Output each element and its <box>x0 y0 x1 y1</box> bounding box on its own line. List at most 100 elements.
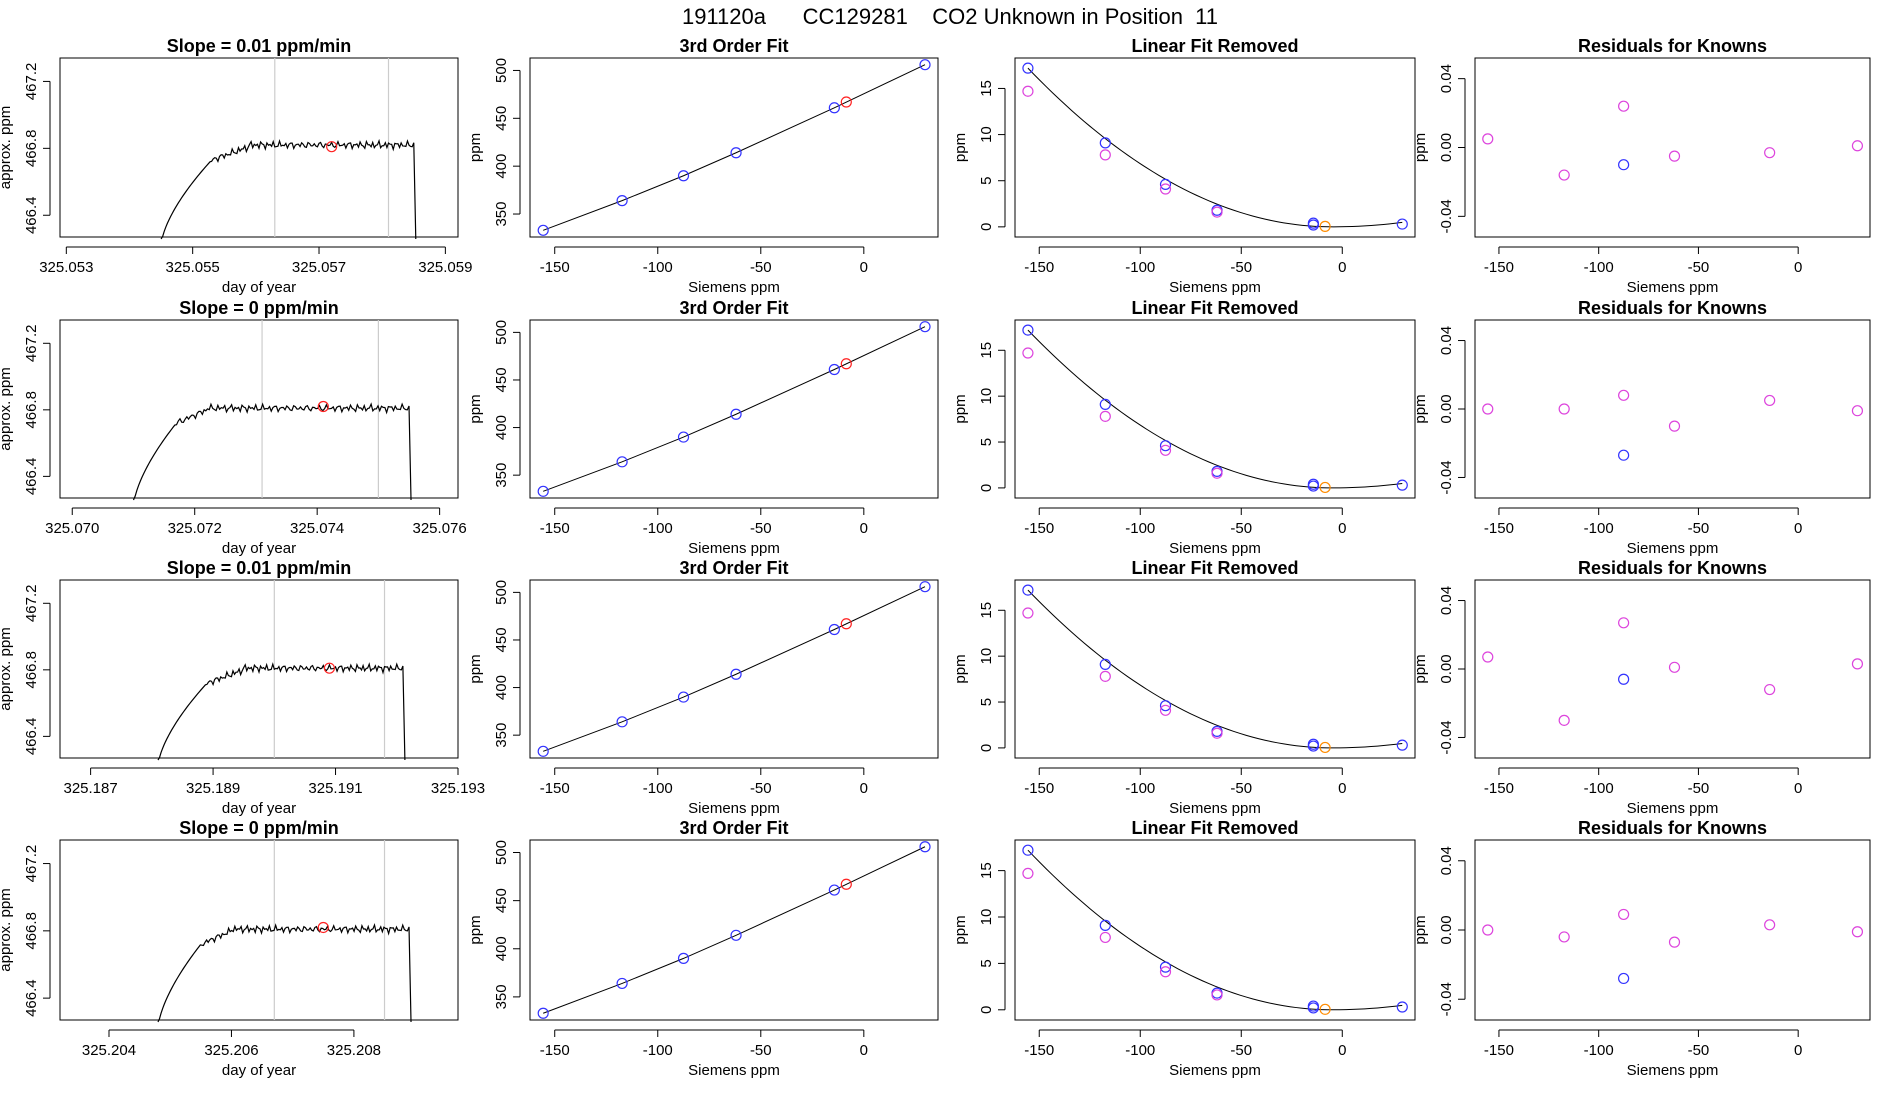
x-axis-label: day of year <box>222 800 296 817</box>
measured-point <box>1159 704 1172 716</box>
y-tick-label: 466.8 <box>23 912 40 950</box>
x-tick-label: 325.189 <box>186 780 240 797</box>
time-series-panel: Slope = 0.01 ppm/min 325.187 325.189 325.19… <box>0 558 485 817</box>
standard-point <box>537 1007 549 1019</box>
measured-point <box>1022 867 1034 880</box>
fit-curve <box>1027 67 1403 228</box>
residual-point <box>1618 908 1630 921</box>
y-tick-label: 467.2 <box>23 63 40 101</box>
standard-point <box>537 745 549 757</box>
x-tick-label: -100 <box>1125 1042 1155 1059</box>
panel-title: 3rd Order Fit <box>679 298 788 318</box>
standard-point <box>1159 961 1172 973</box>
standard-point <box>1396 218 1408 230</box>
y-tick-label: 15 <box>978 80 995 97</box>
residual-point <box>1618 389 1630 401</box>
y-tick-label: 0 <box>978 223 995 231</box>
panel-title: Slope = 0.01 ppm/min <box>167 558 352 578</box>
y-axis-label: approx. ppm <box>0 888 14 971</box>
standard-point <box>1022 584 1034 596</box>
y-tick-label: 500 <box>493 580 510 605</box>
y-tick-label: 0.00 <box>1438 654 1455 683</box>
x-tick-label: 325.055 <box>166 259 220 276</box>
standard-point <box>828 363 840 376</box>
standard-point <box>1099 919 1111 931</box>
standard-point <box>677 431 690 443</box>
y-tick-label: 466.4 <box>23 979 40 1017</box>
figure-title: 191120a CC129281 CO2 Unknown in Position… <box>681 4 1219 29</box>
x-tick-label: 0 <box>1794 1042 1802 1059</box>
x-tick-label: -50 <box>750 1042 772 1059</box>
residual-point <box>1764 919 1776 931</box>
x-tick-label: -100 <box>1584 780 1614 797</box>
panel-title: Slope = 0.01 ppm/min <box>167 36 352 56</box>
y-axis-label: ppm <box>467 915 484 944</box>
measured-point <box>1211 727 1223 739</box>
y-tick-label: 400 <box>493 154 510 179</box>
residual-point-blue <box>1618 449 1630 461</box>
y-tick-label: 10 <box>978 648 995 665</box>
measured-point <box>1211 206 1223 218</box>
panel-title: Linear Fit Removed <box>1131 558 1298 578</box>
y-tick-label: 10 <box>978 126 995 143</box>
y-axis-label: ppm <box>467 654 484 683</box>
x-tick-label: 0 <box>860 259 868 276</box>
x-tick-label: 325.070 <box>45 520 99 537</box>
x-tick-label: -50 <box>750 520 772 537</box>
x-axis-label: Siemens ppm <box>1169 540 1261 557</box>
x-tick-label: 0 <box>860 520 868 537</box>
standard-point <box>919 59 931 71</box>
panel-title: Residuals for Knowns <box>1578 298 1767 318</box>
x-axis-label: Siemens ppm <box>1627 540 1719 557</box>
x-tick-label: -50 <box>1688 1042 1710 1059</box>
y-axis-label: ppm <box>467 133 484 162</box>
measured-point <box>1211 989 1223 1001</box>
standard-point <box>1307 1002 1319 1014</box>
standard-point <box>1307 219 1319 231</box>
standard-point <box>919 581 931 593</box>
y-tick-label: 5 <box>978 438 995 446</box>
standard-point <box>919 321 931 333</box>
residual-point <box>1558 169 1570 181</box>
standard-point <box>1396 739 1408 751</box>
y-axis-label: ppm <box>952 654 969 683</box>
unknown-point <box>840 618 852 630</box>
fit-curve <box>543 64 926 231</box>
residual-point <box>1764 683 1776 696</box>
y-tick-label: 400 <box>493 936 510 961</box>
x-tick-label: -50 <box>1230 780 1252 797</box>
plot-frame <box>59 839 459 1021</box>
y-tick-label: 0.00 <box>1438 133 1455 162</box>
y-tick-label: 450 <box>493 627 510 652</box>
x-tick-label: 0 <box>1338 259 1346 276</box>
measured-point <box>1022 607 1034 619</box>
series-line <box>132 402 412 501</box>
plot-frame <box>1474 579 1871 759</box>
panel-title: Slope = 0 ppm/min <box>179 818 339 838</box>
time-series-panel: Slope = 0 ppm/min 325.204 325.206 325.208 da… <box>0 818 459 1079</box>
fit-curve <box>1027 849 1403 1011</box>
y-axis-label: ppm <box>1412 654 1429 683</box>
y-tick-label: 0.00 <box>1438 394 1455 423</box>
residuals-panel: Residuals for Knowns -150 -100 -50 0 Siemens … <box>1412 558 1871 817</box>
standard-point <box>1159 178 1172 191</box>
residual-point-blue <box>1618 159 1630 171</box>
standard-point <box>1159 440 1172 452</box>
standard-point <box>1307 740 1319 752</box>
y-tick-label: 10 <box>978 388 995 405</box>
standard-point <box>1099 398 1111 411</box>
time-series-panel: Slope = 0.01 ppm/min 325.053 325.055 325.05… <box>0 36 472 296</box>
x-axis-label: day of year <box>222 540 296 557</box>
x-tick-label: -100 <box>1584 520 1614 537</box>
standard-point <box>730 147 742 159</box>
plot-frame <box>1014 319 1416 499</box>
x-axis-label: Siemens ppm <box>688 279 780 296</box>
fit-panel: 3rd Order Fit -150 -100 -50 0 Siemens ppm 350 4… <box>467 558 939 817</box>
y-tick-label: 400 <box>493 675 510 700</box>
residuals-panel: Residuals for Knowns -150 -100 -50 0 Siemens … <box>1412 818 1871 1079</box>
panel-title: 3rd Order Fit <box>679 36 788 56</box>
unknown-point <box>1319 1003 1331 1015</box>
y-tick-label: 350 <box>493 984 510 1009</box>
unknown-point <box>840 96 852 108</box>
standard-point <box>730 668 742 680</box>
